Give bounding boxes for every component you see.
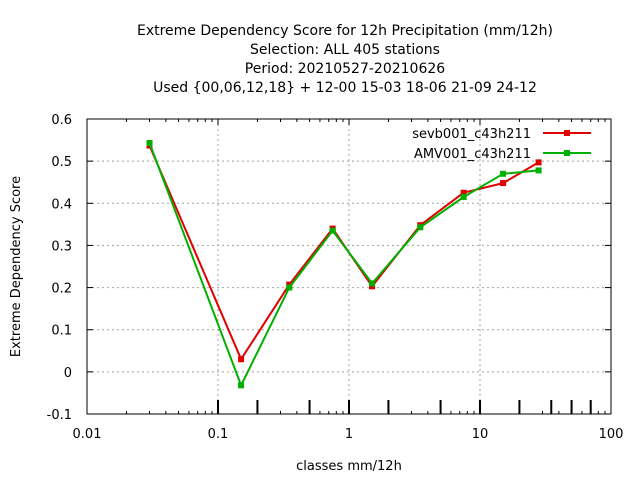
data-point <box>329 227 336 234</box>
legend: sevb001_c43h211 AMV001_c43h211 <box>412 127 591 162</box>
data-point <box>369 280 376 287</box>
legend-label: AMV001_c43h211 <box>414 147 531 162</box>
data-point <box>146 140 153 147</box>
legend-label: sevb001_c43h211 <box>412 127 531 142</box>
y-tick-label: 0.2 <box>51 282 72 297</box>
data-point <box>535 167 542 174</box>
grid <box>87 119 611 414</box>
data-point <box>238 356 245 363</box>
chart-title: Extreme Dependency Score for 12h Precipi… <box>137 23 553 96</box>
x-tick-label: 100 <box>599 427 624 442</box>
chart-title-line: Selection: ALL 405 stations <box>250 42 440 58</box>
data-point <box>238 382 245 389</box>
y-tick-label: 0.1 <box>51 324 72 339</box>
data-point <box>460 189 467 196</box>
chart-title-line: Period: 20210527-20210626 <box>245 61 445 77</box>
x-axis-label: classes mm/12h <box>296 459 402 474</box>
x-tick-label: 0.01 <box>73 427 102 442</box>
series-line-0 <box>148 145 540 361</box>
legend-swatch-marker <box>564 130 570 136</box>
x-tick-label: 0.1 <box>208 427 229 442</box>
class-marks <box>217 400 592 414</box>
x-tick-label: 1 <box>345 427 353 442</box>
y-tick-label: 0 <box>64 366 72 381</box>
data-point <box>460 193 467 200</box>
y-tick-label: 0.5 <box>51 155 72 170</box>
data-point <box>417 224 424 231</box>
series <box>146 140 542 389</box>
x-axis: 0.01 0.1 1 10 100 <box>73 119 624 442</box>
data-point <box>500 180 507 187</box>
chart-title-line: Extreme Dependency Score for 12h Precipi… <box>137 23 553 39</box>
chart-title-line: Used {00,06,12,18} + 12-00 15-03 18-06 2… <box>153 80 537 96</box>
y-tick-label: 0.4 <box>51 197 72 212</box>
y-tick-label: 0.6 <box>51 113 72 128</box>
data-point <box>535 159 542 166</box>
data-point <box>500 170 507 177</box>
x-tick-label: 10 <box>472 427 489 442</box>
y-tick-label: -0.1 <box>47 408 72 423</box>
legend-swatch-marker <box>564 150 570 156</box>
y-tick-label: 0.3 <box>51 239 72 254</box>
y-axis: -0.1 0 0.1 0.2 0.3 0.4 0.5 0.6 <box>47 113 611 423</box>
y-axis-label: Extreme Dependency Score <box>9 176 24 357</box>
data-point <box>286 284 293 291</box>
